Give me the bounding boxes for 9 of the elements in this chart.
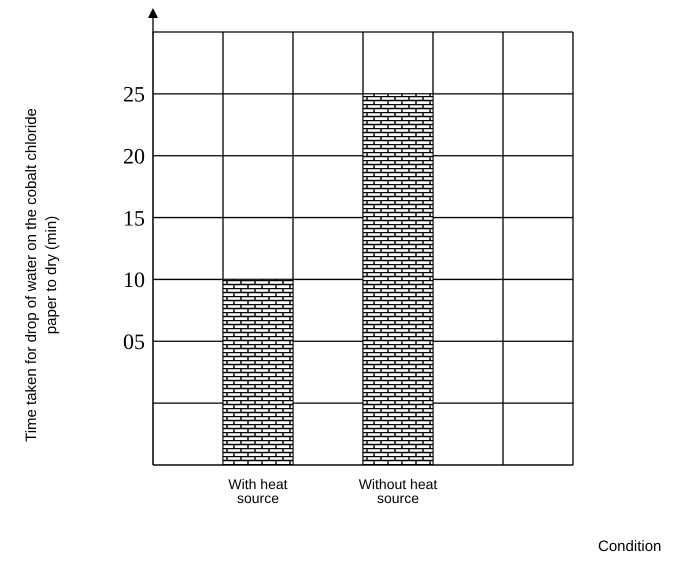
y-tick-label: 20: [123, 144, 145, 169]
y-tick-label: 10: [123, 267, 145, 292]
x-axis-title: Condition: [598, 538, 662, 555]
x-tick-label: With heat source: [228, 476, 288, 506]
y-tick-label: 25: [123, 82, 145, 107]
x-tick-label: Without heat source: [358, 476, 438, 506]
y-tick-label: 15: [123, 205, 145, 230]
y-tick-label: 05: [123, 329, 145, 354]
y-axis-title: Time taken for drop of water on the cobalt chloride paper to dry (min): [22, 107, 61, 444]
